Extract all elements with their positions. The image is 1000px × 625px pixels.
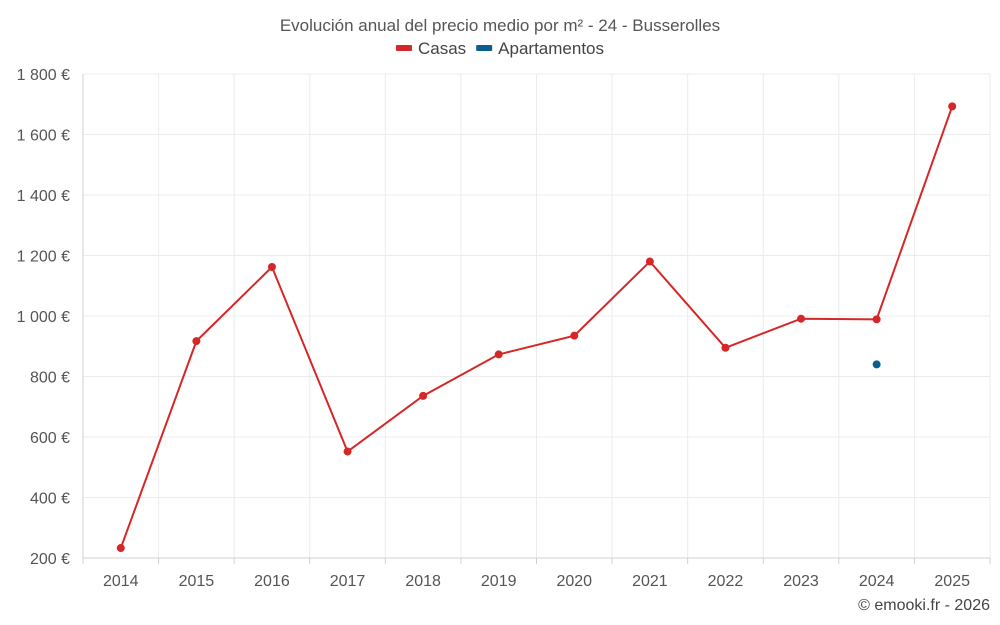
data-point-casas[interactable]	[948, 102, 957, 111]
x-tick-label: 2020	[556, 573, 592, 590]
legend-swatch-apartamentos[interactable]	[476, 45, 493, 51]
series-layer	[116, 102, 957, 553]
x-tick-label: 2022	[708, 573, 744, 590]
x-tick-label: 2016	[254, 573, 290, 590]
y-tick-label: 1 800 €	[17, 67, 70, 84]
y-tick-label: 800 €	[30, 370, 70, 387]
data-point-casas[interactable]	[343, 447, 352, 456]
y-tick-label: 200 €	[30, 551, 70, 568]
y-tick-label: 1 000 €	[17, 309, 70, 326]
data-point-casas[interactable]	[645, 257, 654, 266]
data-point-casas[interactable]	[267, 262, 276, 271]
grid	[82, 73, 991, 558]
x-tick-label: 2021	[632, 573, 668, 590]
legend: Casas Apartamentos	[395, 39, 604, 58]
data-point-casas[interactable]	[419, 391, 428, 400]
y-tick-label: 600 €	[30, 430, 70, 447]
series-line-casas	[119, 106, 954, 549]
legend-label-apartamentos[interactable]: Apartamentos	[498, 39, 604, 58]
data-point-casas[interactable]	[721, 343, 730, 352]
x-tick-label: 2014	[103, 573, 139, 590]
data-point-casas[interactable]	[494, 350, 503, 359]
x-tick-label: 2024	[859, 573, 895, 590]
data-point-apartamentos[interactable]	[872, 360, 881, 369]
data-point-casas[interactable]	[192, 337, 201, 346]
y-tick-label: 1 400 €	[17, 188, 70, 205]
x-tick-label: 2025	[934, 573, 970, 590]
data-point-casas[interactable]	[797, 314, 806, 323]
credit-text: © emooki.fr - 2026	[858, 597, 990, 614]
legend-label-casas[interactable]: Casas	[418, 39, 466, 58]
y-tick-label: 1 600 €	[17, 128, 70, 145]
y-tick-label: 400 €	[30, 491, 70, 508]
x-tick-label: 2019	[481, 573, 517, 590]
axes: 200 € 400 € 600 € 800 € 1 000 € 1 200 € 1 400 …	[17, 67, 991, 590]
x-tick-label: 2015	[179, 573, 215, 590]
data-point-casas[interactable]	[570, 331, 579, 340]
data-point-casas[interactable]	[872, 315, 881, 324]
x-tick-label: 2017	[330, 573, 366, 590]
y-tick-label: 1 200 €	[17, 249, 70, 266]
x-tick-label: 2018	[405, 573, 441, 590]
x-tick-label: 2023	[783, 573, 819, 590]
data-point-casas[interactable]	[116, 544, 125, 553]
legend-swatch-casas[interactable]	[395, 45, 412, 51]
chart-title: Evolución anual del precio medio por m² …	[280, 16, 720, 35]
